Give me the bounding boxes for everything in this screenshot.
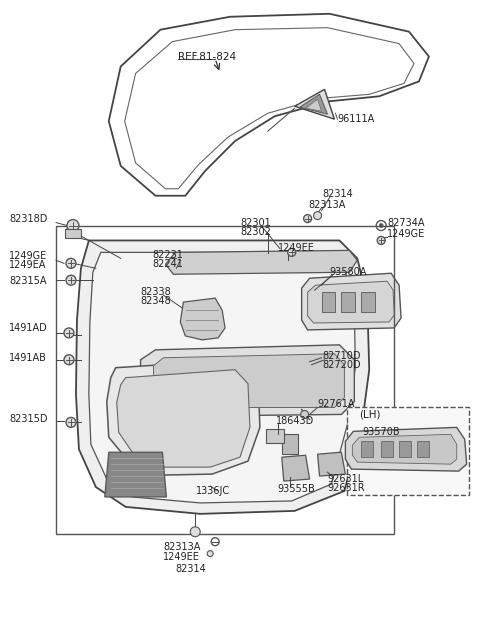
- Polygon shape: [154, 354, 344, 408]
- Text: REF.81-824: REF.81-824: [179, 52, 237, 62]
- Circle shape: [379, 224, 383, 227]
- Polygon shape: [352, 434, 457, 464]
- Polygon shape: [306, 99, 322, 111]
- Text: 82231: 82231: [153, 250, 183, 261]
- Text: 93570B: 93570B: [362, 427, 400, 438]
- Text: (LH): (LH): [360, 410, 381, 419]
- Text: 96111A: 96111A: [337, 114, 375, 124]
- Bar: [361, 292, 375, 312]
- Text: 1249GE: 1249GE: [9, 252, 48, 261]
- Circle shape: [67, 220, 79, 231]
- Polygon shape: [300, 94, 327, 114]
- Polygon shape: [346, 427, 467, 471]
- Bar: [381, 441, 393, 457]
- Text: 82315A: 82315A: [9, 276, 47, 286]
- Text: 82314: 82314: [175, 564, 206, 573]
- Polygon shape: [301, 273, 401, 330]
- Text: 82314: 82314: [323, 189, 353, 199]
- Polygon shape: [76, 240, 369, 514]
- Bar: [65, 229, 81, 238]
- Bar: [266, 429, 284, 443]
- Circle shape: [64, 355, 74, 365]
- Bar: [341, 292, 355, 312]
- Polygon shape: [180, 298, 225, 340]
- Text: 82338: 82338: [141, 287, 171, 297]
- Polygon shape: [107, 360, 260, 475]
- Text: 1249EE: 1249EE: [278, 243, 315, 254]
- Polygon shape: [308, 281, 394, 323]
- Circle shape: [288, 248, 296, 256]
- Bar: [361, 441, 373, 457]
- Text: 82313A: 82313A: [309, 199, 346, 210]
- Text: 82348: 82348: [141, 296, 171, 306]
- Polygon shape: [89, 252, 355, 503]
- Circle shape: [304, 215, 312, 222]
- Text: 1491AD: 1491AD: [9, 323, 48, 333]
- Bar: [348, 408, 468, 495]
- Text: 18643D: 18643D: [276, 417, 314, 426]
- Text: 1336JC: 1336JC: [196, 486, 230, 496]
- Text: 93555B: 93555B: [278, 484, 315, 494]
- Bar: [282, 434, 298, 454]
- Text: 92631L: 92631L: [327, 474, 364, 484]
- Circle shape: [300, 410, 309, 419]
- Polygon shape: [282, 455, 310, 481]
- Polygon shape: [117, 369, 250, 467]
- Text: 93580A: 93580A: [329, 268, 367, 277]
- Text: 82734A: 82734A: [387, 218, 425, 227]
- Bar: [417, 441, 429, 457]
- Polygon shape: [318, 452, 346, 476]
- Text: 82301: 82301: [240, 218, 271, 227]
- Polygon shape: [141, 345, 354, 417]
- Polygon shape: [295, 89, 335, 119]
- Circle shape: [211, 538, 219, 546]
- Circle shape: [66, 417, 76, 427]
- Bar: [322, 292, 336, 312]
- Circle shape: [377, 236, 385, 245]
- Text: 1249EA: 1249EA: [9, 261, 47, 270]
- Text: 92631R: 92631R: [327, 483, 365, 493]
- Text: 82710D: 82710D: [323, 351, 361, 361]
- Circle shape: [207, 550, 213, 557]
- Bar: [56, 225, 394, 534]
- Text: 1491AB: 1491AB: [9, 353, 47, 362]
- Text: 82302: 82302: [240, 227, 271, 236]
- Circle shape: [66, 259, 76, 268]
- Text: 82241: 82241: [153, 259, 183, 269]
- Text: 82313A: 82313A: [164, 541, 201, 552]
- Polygon shape: [105, 452, 167, 497]
- Circle shape: [64, 328, 74, 338]
- Text: 1249GE: 1249GE: [387, 229, 425, 240]
- Circle shape: [66, 275, 76, 285]
- Circle shape: [313, 211, 322, 220]
- Circle shape: [190, 527, 200, 537]
- Polygon shape: [166, 250, 357, 275]
- Text: 82315D: 82315D: [9, 415, 48, 424]
- Bar: [399, 441, 411, 457]
- Text: 82720D: 82720D: [323, 360, 361, 369]
- Text: 92761A: 92761A: [318, 399, 355, 410]
- Text: 1249EE: 1249EE: [164, 552, 200, 562]
- Text: 82318D: 82318D: [9, 213, 48, 224]
